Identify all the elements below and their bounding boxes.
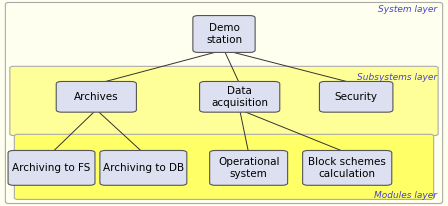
Text: Archives: Archives [74, 92, 119, 102]
FancyBboxPatch shape [210, 151, 288, 185]
FancyBboxPatch shape [10, 66, 438, 136]
FancyBboxPatch shape [319, 82, 393, 112]
Text: Subsystems layer: Subsystems layer [357, 73, 437, 82]
FancyBboxPatch shape [193, 16, 255, 53]
FancyBboxPatch shape [100, 151, 187, 185]
Text: Security: Security [335, 92, 378, 102]
FancyBboxPatch shape [56, 82, 137, 112]
FancyBboxPatch shape [200, 82, 280, 112]
Text: Operational
system: Operational system [218, 157, 280, 179]
FancyBboxPatch shape [303, 151, 392, 185]
Text: Archiving to FS: Archiving to FS [13, 163, 90, 173]
Text: Block schemes
calculation: Block schemes calculation [308, 157, 386, 179]
FancyBboxPatch shape [14, 134, 434, 199]
Text: Modules layer: Modules layer [374, 191, 437, 200]
Text: System layer: System layer [378, 5, 437, 14]
Text: Demo
station: Demo station [206, 23, 242, 45]
Text: Data
acquisition: Data acquisition [211, 86, 268, 108]
FancyBboxPatch shape [8, 151, 95, 185]
FancyBboxPatch shape [5, 2, 443, 204]
Text: Archiving to DB: Archiving to DB [103, 163, 184, 173]
